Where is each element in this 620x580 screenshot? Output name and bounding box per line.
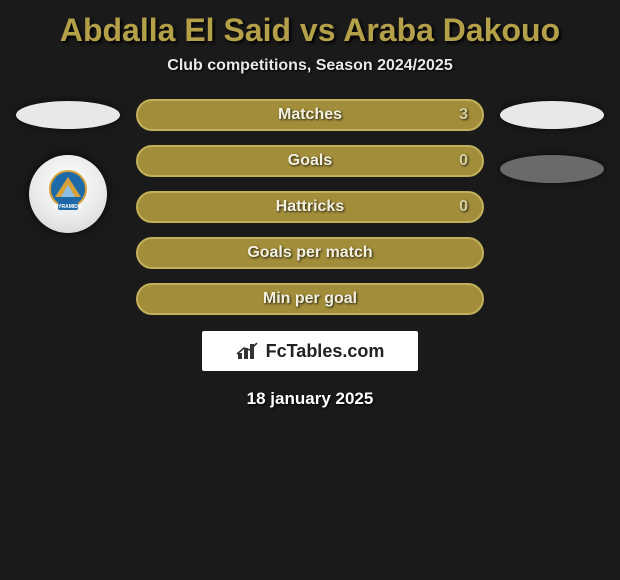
stat-row-matches: Matches 3 <box>136 99 484 131</box>
left-player-badge <box>16 101 120 129</box>
stat-right-value: 3 <box>459 106 468 124</box>
comparison-card: Abdalla El Said vs Araba Dakouo Club com… <box>0 0 620 580</box>
page-title: Abdalla El Said vs Araba Dakouo <box>8 8 612 57</box>
stat-label: Min per goal <box>263 290 357 308</box>
branding-text: FcTables.com <box>266 341 385 362</box>
stat-label: Hattricks <box>276 198 344 216</box>
branding-logo: FcTables.com <box>202 331 418 371</box>
stat-label: Goals per match <box>247 244 372 262</box>
subtitle: Club competitions, Season 2024/2025 <box>8 57 612 75</box>
stat-right-value: 0 <box>459 152 468 170</box>
pyramids-logo-icon: PYRAMIDS <box>40 166 96 222</box>
stats-list: Matches 3 Goals 0 Hattricks 0 Goals per … <box>136 99 484 315</box>
stat-right-value: 0 <box>459 198 468 216</box>
right-player-badge <box>500 101 604 129</box>
left-club-logo: PYRAMIDS <box>29 155 107 233</box>
left-player-column: PYRAMIDS <box>8 99 128 233</box>
stat-label: Goals <box>288 152 332 170</box>
stat-label: Matches <box>278 106 342 124</box>
stat-row-gpm: Goals per match <box>136 237 484 269</box>
stat-row-mpg: Min per goal <box>136 283 484 315</box>
stat-row-hattricks: Hattricks 0 <box>136 191 484 223</box>
right-club-badge <box>500 155 604 183</box>
content-grid: PYRAMIDS Matches 3 Goals 0 Hattricks 0 <box>8 99 612 315</box>
date-text: 18 january 2025 <box>8 389 612 409</box>
svg-text:PYRAMIDS: PYRAMIDS <box>55 204 82 210</box>
right-player-column <box>492 99 612 183</box>
stat-row-goals: Goals 0 <box>136 145 484 177</box>
bar-chart-icon <box>236 341 260 361</box>
